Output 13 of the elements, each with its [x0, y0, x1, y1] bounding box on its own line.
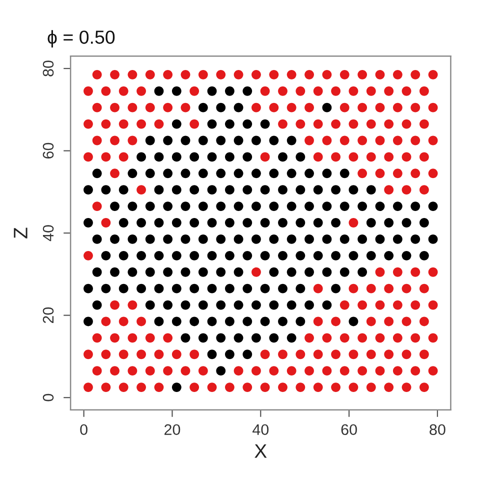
y-tick-label: 60	[42, 142, 54, 158]
y-axis-title: Z	[14, 228, 28, 238]
y-tick-label: 80	[42, 60, 54, 76]
x-tick-label: 20	[164, 424, 180, 436]
x-axis-title: X	[254, 444, 267, 458]
x-tick-label: 40	[252, 424, 269, 436]
x-tick-label: 80	[430, 424, 446, 436]
chart-title: ϕ = 0.50	[48, 30, 115, 48]
x-tick-label: 60	[341, 424, 357, 436]
x-tick-label: 0	[80, 424, 88, 436]
y-tick-label: 40	[42, 225, 54, 242]
y-tick-label: 20	[42, 307, 54, 324]
y-tick-label: 0	[42, 394, 54, 402]
